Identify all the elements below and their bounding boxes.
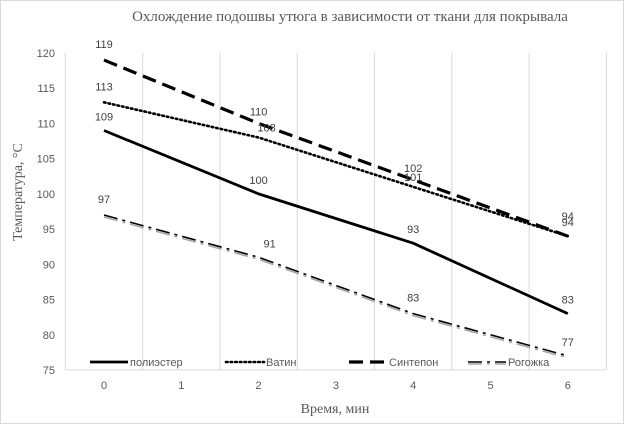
- y-tick-label: 115: [37, 83, 55, 95]
- x-tick-label: 6: [565, 380, 571, 392]
- chart-title: Охлождение подошвы утюга в зависимости о…: [132, 9, 568, 25]
- data-label: 77: [562, 337, 574, 349]
- y-tick-label: 100: [37, 189, 55, 201]
- x-tick-label: 3: [333, 380, 339, 392]
- y-tick-label: 90: [43, 259, 55, 271]
- y-tick-label: 110: [37, 118, 55, 130]
- x-tick-label: 2: [256, 380, 262, 392]
- data-label: 94: [562, 217, 574, 229]
- y-tick-label: 105: [37, 154, 55, 166]
- x-tick-label: 4: [410, 380, 416, 392]
- data-label: 97: [98, 194, 110, 206]
- x-axis-title: Время, мин: [301, 402, 370, 417]
- legend-label: Рогожка: [508, 357, 550, 369]
- data-label: 83: [407, 293, 419, 305]
- legend-label: Синтепон: [389, 357, 438, 369]
- data-label: 110: [250, 106, 268, 118]
- y-tick-label: 80: [43, 330, 55, 342]
- data-label: 119: [95, 39, 113, 51]
- x-tick-label: 5: [487, 380, 493, 392]
- x-tick-label: 0: [101, 380, 107, 392]
- x-tick-label: 1: [178, 380, 184, 392]
- series-line: [103, 214, 569, 357]
- y-tick-label: 85: [43, 295, 55, 307]
- legend-label: полиэстер: [130, 357, 183, 369]
- data-label: 109: [95, 111, 113, 123]
- data-label: 108: [257, 123, 275, 135]
- data-label: 91: [263, 238, 275, 250]
- legend-label: Ватин: [266, 357, 296, 369]
- series-line: [103, 58, 569, 238]
- series-line: [102, 101, 570, 238]
- y-tick-label: 95: [43, 224, 55, 236]
- data-label: 83: [562, 295, 574, 307]
- y-tick-label: 120: [37, 48, 55, 60]
- data-label: 93: [407, 224, 419, 236]
- data-label: 100: [249, 175, 267, 187]
- y-tick-label: 75: [43, 365, 55, 377]
- series-line: [103, 129, 569, 315]
- y-axis-title: Температура, °С: [11, 143, 26, 241]
- data-label: 102: [404, 163, 422, 175]
- data-label: 94: [562, 211, 574, 223]
- data-label: 113: [95, 81, 113, 93]
- data-label: 101: [404, 172, 422, 184]
